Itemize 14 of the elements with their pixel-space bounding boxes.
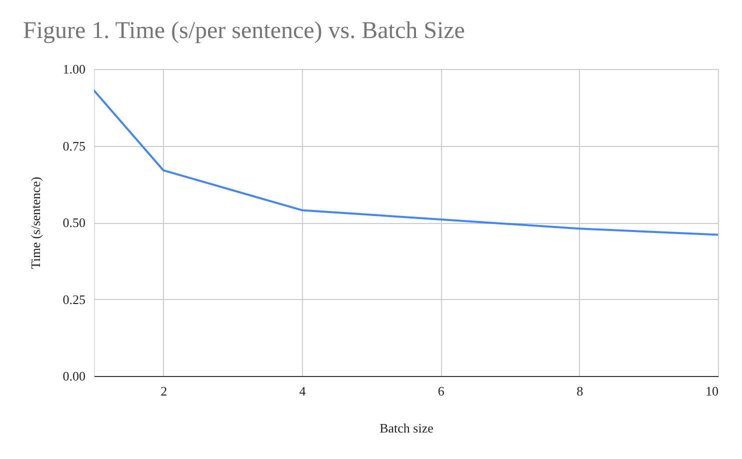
y-tick-label: 0.00 [62, 368, 86, 384]
x-tick-label: 4 [299, 384, 306, 398]
y-axis-title: Time (s/sentence) [28, 176, 43, 270]
y-tick-label: 0.25 [62, 292, 86, 307]
y-tick-label: 0.75 [62, 138, 86, 154]
line-series [94, 89, 718, 236]
x-tick-label: 6 [438, 384, 445, 398]
x-tick-label: 8 [576, 384, 584, 398]
chart-title: Figure 1. Time (s/per sentence) vs. Batch Size [23, 18, 465, 44]
x-axis-title: Batch size [380, 420, 434, 436]
x-tick-label: 2 [160, 384, 168, 398]
x-tick-label: 10 [706, 384, 718, 398]
y-tick-label: 0.50 [62, 215, 86, 230]
y-tick-label: 1.00 [62, 62, 86, 76]
